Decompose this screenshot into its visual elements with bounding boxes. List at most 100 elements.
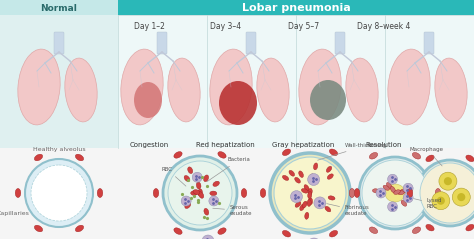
Ellipse shape [346, 58, 378, 122]
Circle shape [388, 202, 398, 212]
Circle shape [403, 183, 413, 193]
Ellipse shape [18, 49, 60, 125]
Ellipse shape [168, 58, 200, 122]
Circle shape [192, 172, 202, 182]
FancyBboxPatch shape [246, 32, 256, 54]
Ellipse shape [218, 228, 226, 234]
Ellipse shape [260, 189, 266, 197]
Text: Red hepatization: Red hepatization [196, 142, 255, 148]
Ellipse shape [219, 81, 257, 125]
Circle shape [31, 165, 87, 221]
Circle shape [403, 193, 413, 203]
Ellipse shape [400, 189, 407, 193]
Ellipse shape [134, 82, 162, 118]
Circle shape [202, 235, 214, 239]
Ellipse shape [121, 49, 163, 125]
Ellipse shape [213, 181, 219, 186]
Text: Healthy alveolus: Healthy alveolus [33, 147, 85, 152]
Ellipse shape [327, 174, 333, 179]
Circle shape [432, 192, 450, 210]
Ellipse shape [283, 230, 291, 237]
Circle shape [444, 177, 452, 185]
Ellipse shape [204, 175, 209, 182]
Ellipse shape [325, 206, 331, 212]
Circle shape [25, 159, 93, 227]
Circle shape [168, 161, 232, 225]
FancyBboxPatch shape [157, 32, 167, 54]
Ellipse shape [329, 230, 337, 237]
Ellipse shape [435, 58, 467, 122]
Ellipse shape [35, 225, 43, 232]
Ellipse shape [174, 228, 182, 234]
Ellipse shape [385, 184, 405, 202]
Text: Gray hepatization: Gray hepatization [272, 142, 335, 148]
FancyBboxPatch shape [118, 0, 474, 15]
Circle shape [388, 174, 398, 184]
FancyBboxPatch shape [424, 32, 434, 54]
Circle shape [163, 156, 237, 230]
Circle shape [274, 157, 346, 229]
Ellipse shape [388, 49, 430, 125]
Ellipse shape [407, 189, 413, 197]
Circle shape [452, 188, 470, 206]
Ellipse shape [329, 149, 337, 156]
Text: Macrophage: Macrophage [410, 147, 444, 166]
Ellipse shape [310, 174, 314, 181]
Ellipse shape [291, 195, 298, 199]
Ellipse shape [369, 152, 378, 159]
Ellipse shape [218, 152, 226, 158]
Circle shape [417, 160, 474, 226]
Circle shape [362, 160, 428, 226]
Ellipse shape [185, 203, 191, 208]
FancyBboxPatch shape [0, 15, 118, 148]
Ellipse shape [369, 227, 378, 234]
FancyBboxPatch shape [0, 0, 118, 15]
Ellipse shape [386, 183, 392, 189]
Ellipse shape [283, 175, 289, 180]
FancyBboxPatch shape [0, 148, 474, 239]
Ellipse shape [326, 166, 332, 172]
Ellipse shape [204, 208, 209, 215]
Ellipse shape [394, 190, 401, 194]
FancyBboxPatch shape [0, 15, 474, 148]
Circle shape [439, 172, 457, 190]
Ellipse shape [328, 196, 335, 200]
Ellipse shape [300, 204, 305, 211]
Ellipse shape [412, 152, 420, 159]
Ellipse shape [198, 189, 202, 196]
Ellipse shape [283, 149, 291, 156]
Ellipse shape [75, 225, 83, 232]
Circle shape [314, 197, 326, 209]
Ellipse shape [383, 185, 390, 190]
Ellipse shape [401, 200, 407, 206]
Text: Resolution: Resolution [365, 142, 402, 148]
Ellipse shape [65, 58, 97, 122]
Ellipse shape [373, 189, 380, 193]
Circle shape [359, 157, 431, 229]
FancyBboxPatch shape [335, 32, 345, 54]
Circle shape [420, 163, 474, 223]
Ellipse shape [295, 202, 301, 207]
Circle shape [437, 197, 445, 205]
Ellipse shape [349, 189, 355, 197]
Circle shape [270, 153, 350, 233]
Ellipse shape [257, 58, 289, 122]
Circle shape [307, 238, 321, 239]
Ellipse shape [308, 192, 312, 199]
Ellipse shape [397, 191, 404, 195]
Ellipse shape [308, 188, 312, 195]
Circle shape [181, 196, 191, 206]
Text: Day 3–4: Day 3–4 [210, 22, 241, 31]
Text: Normal: Normal [41, 4, 77, 12]
Circle shape [376, 188, 386, 198]
Text: Wall-thickening: Wall-thickening [318, 143, 387, 160]
Ellipse shape [412, 227, 420, 234]
Ellipse shape [299, 171, 303, 178]
Text: Day 1–2: Day 1–2 [134, 22, 165, 31]
Text: Serous
exudate: Serous exudate [213, 205, 253, 216]
Ellipse shape [188, 167, 193, 174]
Ellipse shape [435, 189, 441, 197]
Circle shape [209, 196, 219, 206]
Ellipse shape [302, 201, 307, 208]
Ellipse shape [309, 198, 312, 205]
